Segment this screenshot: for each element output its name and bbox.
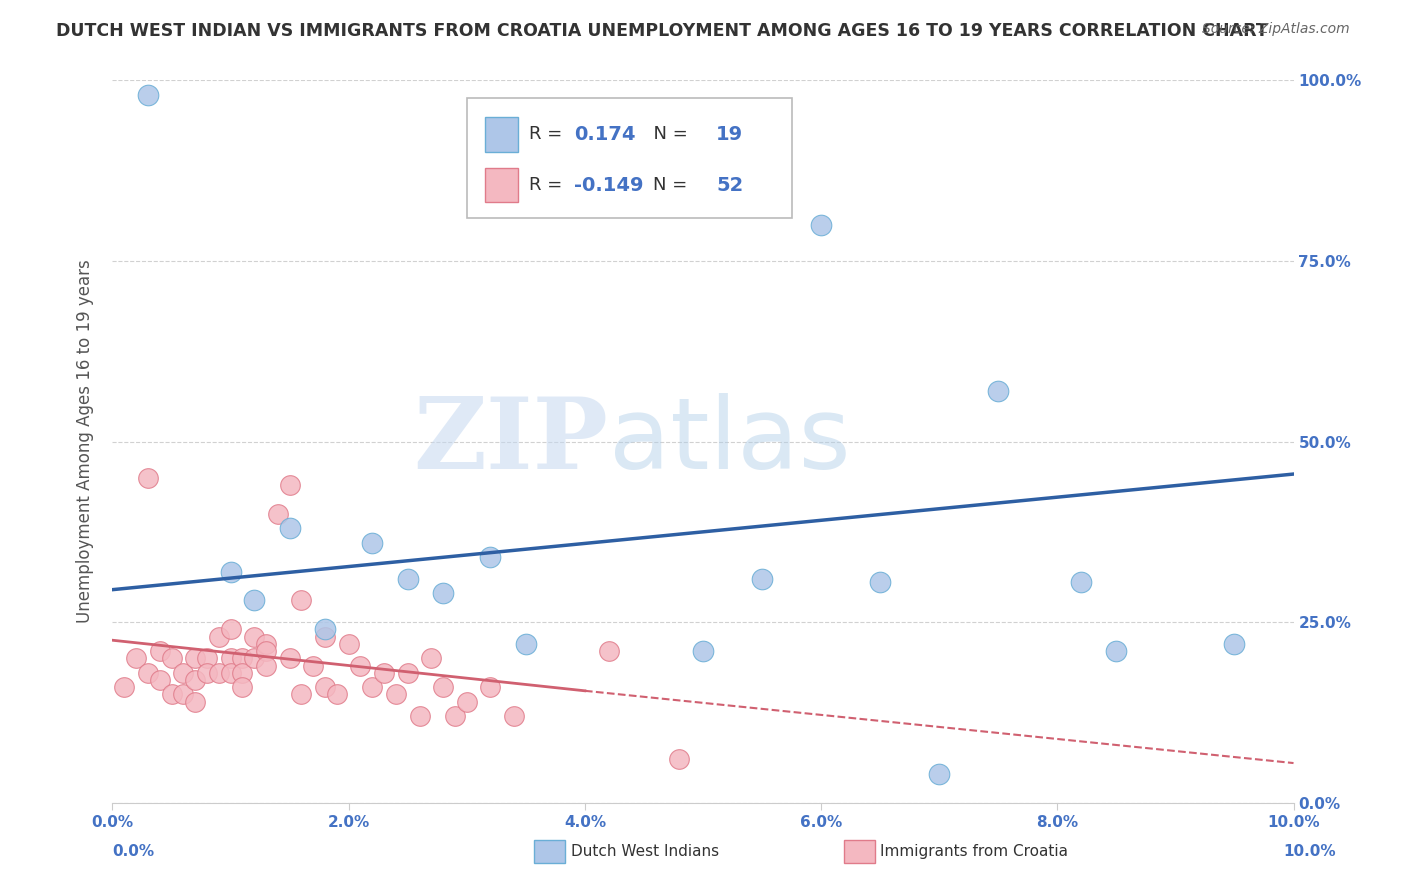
Point	[396, 572, 419, 586]
Point	[160, 687, 183, 701]
Point	[385, 687, 408, 701]
Point	[314, 630, 336, 644]
Text: Immigrants from Croatia: Immigrants from Croatia	[880, 845, 1069, 859]
Point	[195, 665, 218, 680]
Point	[314, 680, 336, 694]
Text: 10.0%: 10.0%	[1284, 845, 1336, 859]
Point	[219, 651, 242, 665]
Point	[349, 658, 371, 673]
Text: Source: ZipAtlas.com: Source: ZipAtlas.com	[1202, 22, 1350, 37]
Point	[503, 709, 526, 723]
Point	[125, 651, 148, 665]
Point	[1070, 575, 1092, 590]
Point	[598, 644, 620, 658]
Text: R =: R =	[530, 126, 568, 144]
Point	[149, 644, 172, 658]
Point	[208, 630, 231, 644]
Point	[149, 673, 172, 687]
Point	[243, 630, 266, 644]
Y-axis label: Unemployment Among Ages 16 to 19 years: Unemployment Among Ages 16 to 19 years	[76, 260, 94, 624]
Point	[254, 644, 277, 658]
Point	[267, 507, 290, 521]
Point	[160, 651, 183, 665]
Point	[112, 680, 135, 694]
Point	[172, 665, 194, 680]
Point	[361, 535, 384, 549]
Point	[408, 709, 430, 723]
Point	[278, 478, 301, 492]
Point	[136, 665, 159, 680]
Text: R =: R =	[530, 176, 568, 194]
Point	[515, 637, 537, 651]
Point	[987, 384, 1010, 398]
Point	[172, 687, 194, 701]
Point	[184, 651, 207, 665]
Point	[314, 623, 336, 637]
Text: N =: N =	[641, 126, 693, 144]
Text: ZIP: ZIP	[413, 393, 609, 490]
Point	[479, 550, 502, 565]
Point	[219, 665, 242, 680]
Point	[1223, 637, 1246, 651]
Point	[479, 680, 502, 694]
FancyBboxPatch shape	[485, 168, 517, 202]
Text: 19: 19	[716, 125, 744, 144]
Point	[278, 521, 301, 535]
Point	[396, 665, 419, 680]
Point	[432, 680, 454, 694]
Text: 0.0%: 0.0%	[112, 845, 155, 859]
Point	[184, 695, 207, 709]
Point	[337, 637, 360, 651]
Text: 52: 52	[716, 176, 744, 194]
Point	[432, 586, 454, 600]
Point	[668, 752, 690, 766]
Point	[456, 695, 478, 709]
Point	[290, 593, 312, 607]
Point	[219, 565, 242, 579]
Point	[326, 687, 349, 701]
Point	[692, 644, 714, 658]
Text: N =: N =	[654, 176, 693, 194]
Point	[928, 767, 950, 781]
Text: atlas: atlas	[609, 393, 851, 490]
Point	[869, 575, 891, 590]
Point	[290, 687, 312, 701]
Point	[302, 658, 325, 673]
Point	[136, 87, 159, 102]
Point	[231, 651, 253, 665]
Point	[208, 665, 231, 680]
Point	[751, 572, 773, 586]
Point	[243, 593, 266, 607]
Point	[231, 680, 253, 694]
Point	[254, 658, 277, 673]
FancyBboxPatch shape	[485, 117, 517, 152]
Point	[219, 623, 242, 637]
Point	[444, 709, 467, 723]
Point	[361, 680, 384, 694]
Point	[1105, 644, 1128, 658]
Text: Dutch West Indians: Dutch West Indians	[571, 845, 718, 859]
Text: -0.149: -0.149	[574, 176, 644, 194]
Point	[136, 470, 159, 484]
Point	[195, 651, 218, 665]
Text: 0.174: 0.174	[574, 125, 636, 144]
Point	[278, 651, 301, 665]
Point	[254, 637, 277, 651]
Point	[420, 651, 443, 665]
Point	[184, 673, 207, 687]
Point	[243, 651, 266, 665]
Point	[810, 218, 832, 232]
Point	[373, 665, 395, 680]
FancyBboxPatch shape	[467, 98, 792, 218]
Point	[231, 665, 253, 680]
Text: DUTCH WEST INDIAN VS IMMIGRANTS FROM CROATIA UNEMPLOYMENT AMONG AGES 16 TO 19 YE: DUTCH WEST INDIAN VS IMMIGRANTS FROM CRO…	[56, 22, 1268, 40]
